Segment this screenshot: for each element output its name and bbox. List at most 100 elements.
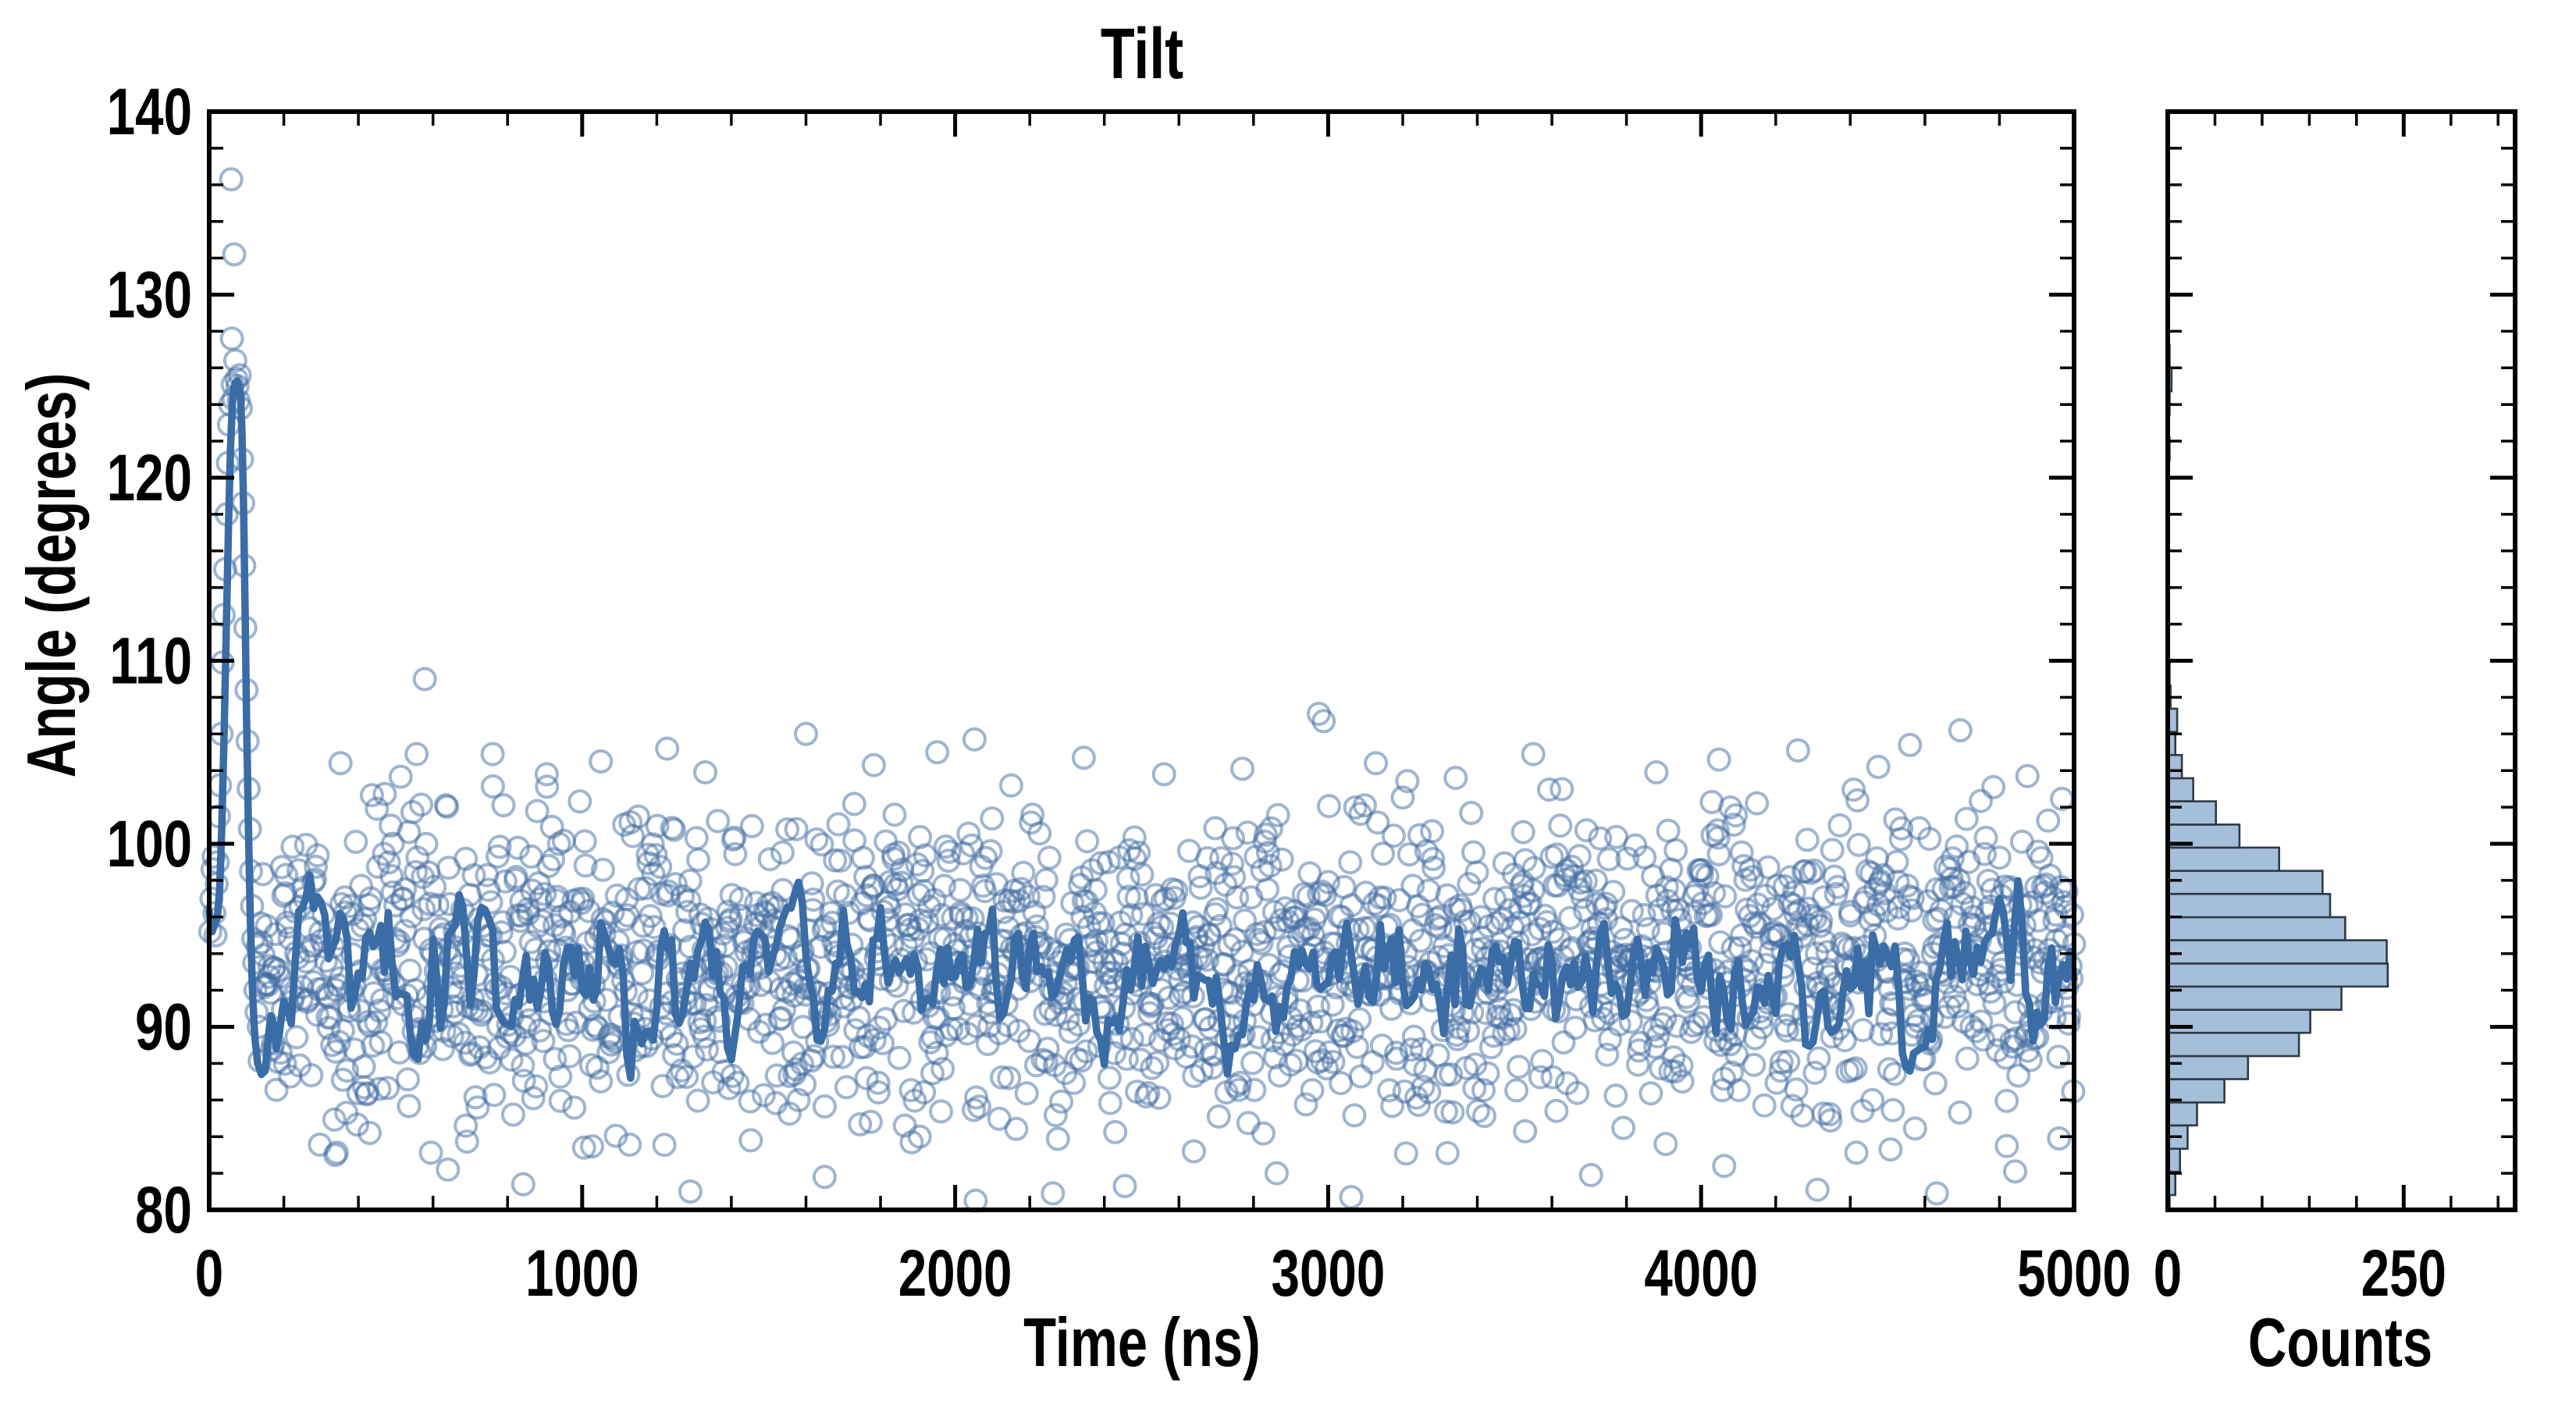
hist-bar xyxy=(2166,893,2332,919)
scatter-point xyxy=(372,781,397,806)
scatter-point xyxy=(1044,1002,1069,1027)
scatter-point xyxy=(948,877,973,902)
scatter-point xyxy=(422,874,447,899)
scatter-point xyxy=(1827,813,1852,838)
scatter-point xyxy=(678,1179,703,1204)
scatter-point xyxy=(368,1030,393,1055)
scatter-point xyxy=(692,1024,717,1049)
scatter-point xyxy=(1258,853,1283,878)
scatter-point xyxy=(1421,847,1446,871)
scatter-point xyxy=(656,879,681,904)
scatter-point xyxy=(585,1055,610,1080)
scatter-point xyxy=(573,853,598,878)
scatter-point xyxy=(1805,1177,1830,1202)
scatter-point xyxy=(543,1047,568,1072)
scatter-point xyxy=(520,878,545,903)
scatter-point xyxy=(1293,1092,1318,1117)
scatter-point xyxy=(1401,1024,1426,1049)
scatter-point xyxy=(1204,897,1229,922)
scatter-point xyxy=(590,857,615,882)
x-tick-label: 3000 xyxy=(1272,1236,1386,1310)
running-average-path xyxy=(205,376,2078,1082)
scatter-point xyxy=(809,832,834,857)
scatter-point xyxy=(889,870,914,895)
x-axis-label: Time (ns) xyxy=(1023,1304,1261,1381)
scatter-point xyxy=(1058,1019,1083,1044)
scatter-point xyxy=(412,667,437,692)
scatter-point xyxy=(1548,813,1573,838)
scatter-point xyxy=(828,848,852,873)
scatter-point xyxy=(960,906,985,931)
scatter-point xyxy=(1408,928,1433,953)
scatter-point xyxy=(692,1008,717,1033)
scatter-point xyxy=(1615,846,1640,871)
scatter-point xyxy=(1122,825,1147,850)
scatter-point xyxy=(1230,756,1254,781)
scatter-point xyxy=(655,736,680,761)
scatter-point xyxy=(1255,877,1280,902)
scatter-point xyxy=(886,840,911,865)
scatter-point xyxy=(1695,864,1720,889)
scatter-point xyxy=(1969,1009,1994,1034)
scatter-point xyxy=(541,847,566,872)
scatter-point xyxy=(1706,747,1731,772)
scatter-point xyxy=(1345,1034,1369,1059)
scatter-point xyxy=(2015,763,2040,788)
scatter-point xyxy=(1850,1018,1875,1043)
scatter-point xyxy=(1265,802,1290,827)
scatter-point xyxy=(1339,893,1364,918)
scatter-point xyxy=(1902,1116,1927,1141)
chart-title: Tilt xyxy=(1101,13,1183,94)
hist-bar xyxy=(2166,1008,2311,1034)
scatter-point xyxy=(1049,1089,1073,1114)
scatter-point xyxy=(379,864,404,888)
y-tick-label: 110 xyxy=(109,624,192,698)
scatter-point xyxy=(1959,895,1984,920)
scatter-point xyxy=(720,1063,745,1088)
scatter-point xyxy=(1994,1133,2019,1158)
scatter-point xyxy=(1845,788,1870,813)
scatter-point xyxy=(728,904,753,928)
scatter-point xyxy=(511,1172,535,1197)
scatter-point xyxy=(1594,891,1619,916)
scatter-point xyxy=(936,848,961,873)
scatter-point xyxy=(1075,829,1100,854)
scatter-point xyxy=(1540,919,1565,944)
scatter-point xyxy=(1462,1076,1487,1101)
scatter-point xyxy=(1818,1108,1843,1133)
scatter-point xyxy=(821,1044,846,1069)
scatter-point xyxy=(898,1078,923,1103)
scatter-point xyxy=(1871,863,1895,887)
scatter-point xyxy=(1969,788,1993,813)
scatter-point xyxy=(404,742,429,767)
scatter-point xyxy=(1537,777,1561,802)
scatter-point xyxy=(1062,1070,1087,1095)
scatter-point xyxy=(1510,820,1535,845)
scatter-point xyxy=(1776,1049,1801,1074)
scatter-point xyxy=(998,773,1023,798)
scatter-point xyxy=(397,1094,422,1119)
scatter-point xyxy=(1390,785,1415,810)
scatter-point xyxy=(1584,868,1608,893)
scatter-point xyxy=(1136,1081,1161,1105)
scatter-point xyxy=(937,839,962,864)
scatter-point xyxy=(1745,791,1770,816)
scatter-point xyxy=(642,915,667,940)
scatter-point xyxy=(932,873,956,898)
scatter-point xyxy=(1300,1078,1325,1103)
scatter-point xyxy=(1898,732,1923,757)
scatter-point xyxy=(1574,818,1599,843)
scatter-point xyxy=(1886,906,1910,931)
scatter-point xyxy=(1544,1098,1569,1123)
scatter-point xyxy=(514,1031,539,1056)
scatter-point xyxy=(1578,1162,1603,1187)
scatter-point xyxy=(802,1044,827,1069)
scatter-point xyxy=(1377,1078,1402,1103)
scatter-point xyxy=(1924,1181,1949,1206)
scatter-point xyxy=(1611,1115,1636,1140)
scatter-point xyxy=(930,1056,955,1081)
x-tick-label: 5000 xyxy=(2017,1236,2131,1310)
scatter-point xyxy=(1705,818,1730,843)
scatter-point xyxy=(1224,1073,1249,1098)
hist-bar xyxy=(2166,962,2389,988)
